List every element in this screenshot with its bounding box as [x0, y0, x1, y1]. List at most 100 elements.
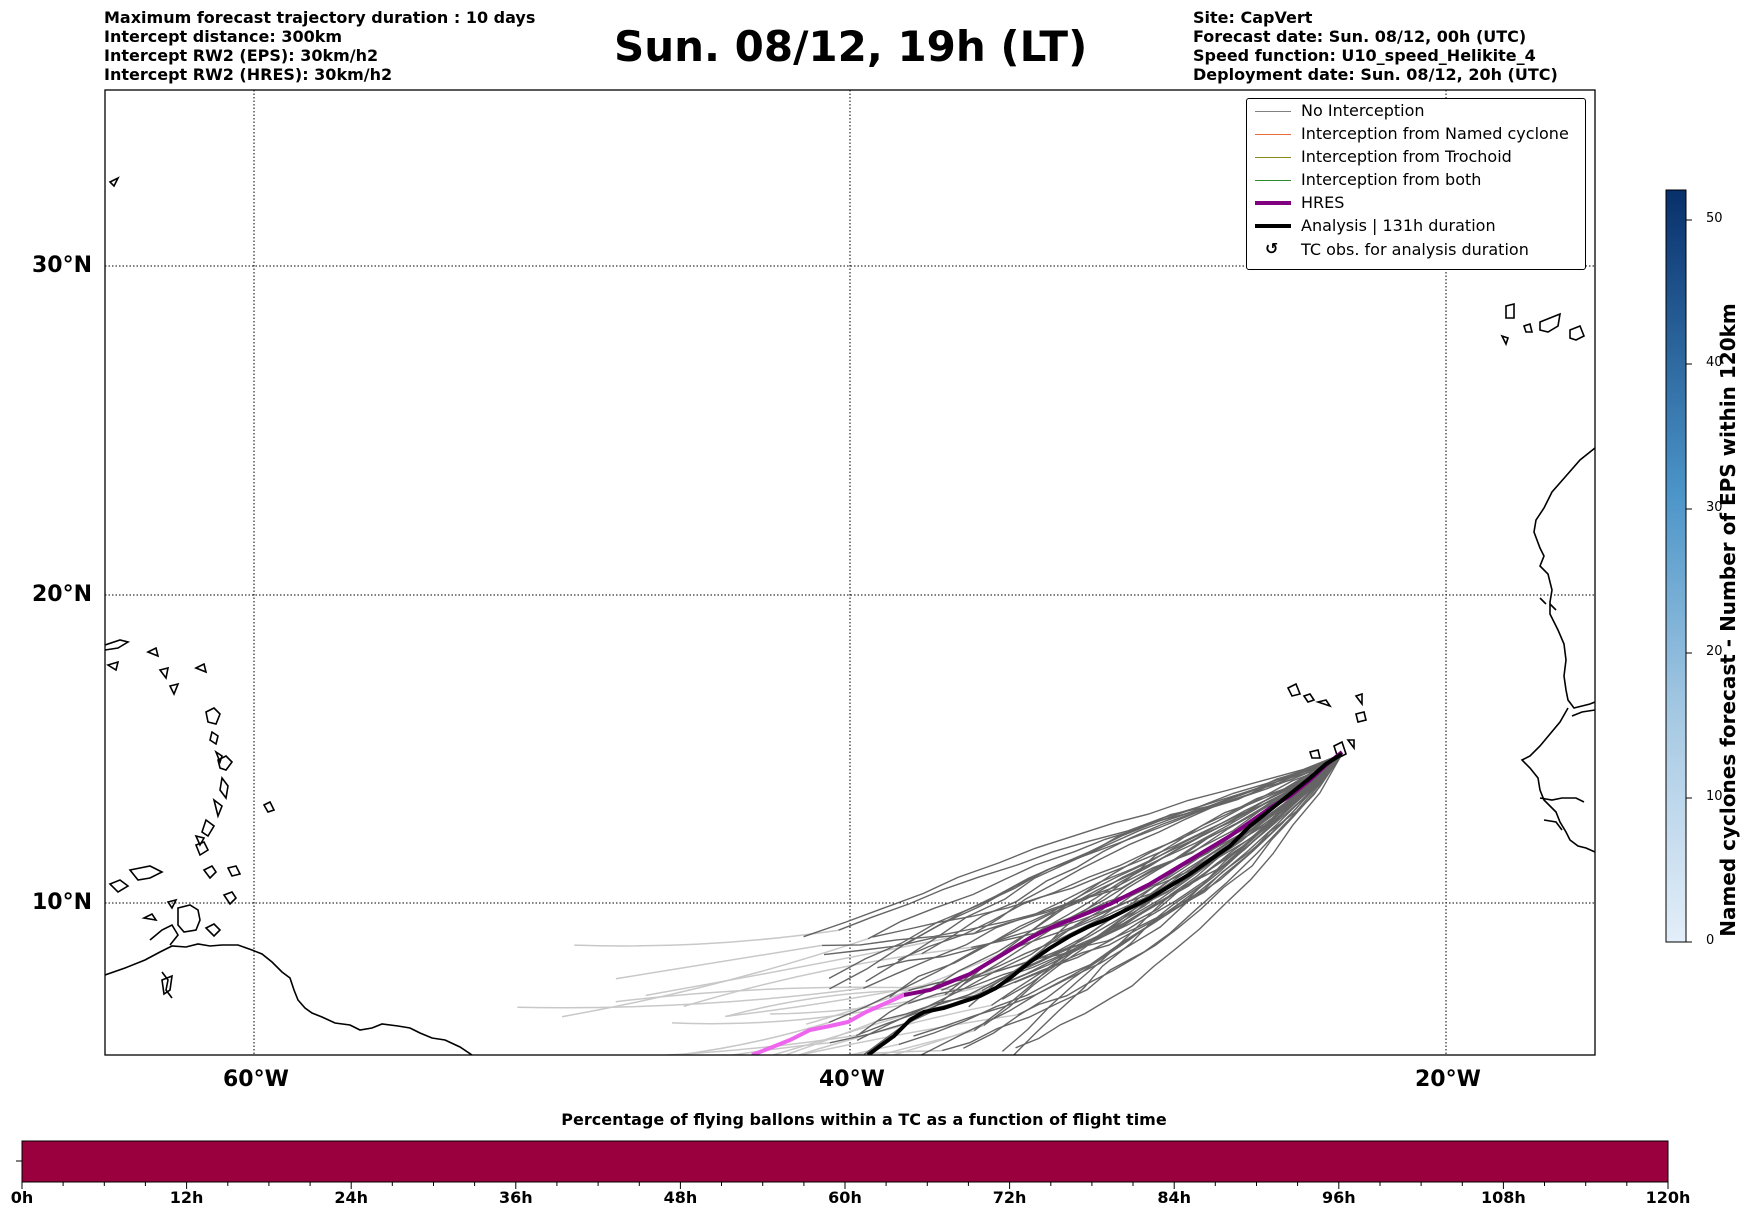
bar-tick-label: 120h [1645, 1188, 1691, 1207]
coastline-island [205, 707, 221, 725]
coastline-venezuela-east [149, 923, 179, 946]
eps-trajectory [941, 753, 1343, 991]
eps-trajectory-faded [683, 946, 972, 1008]
eps-trajectory-faded [615, 944, 823, 980]
colorbar-tick-label: 50 [1706, 211, 1723, 226]
eps-trajectory [803, 753, 1343, 938]
legend-swatch [1255, 201, 1291, 205]
coastline-capeverde [1355, 711, 1367, 723]
bar-tick-label: 0h [10, 1188, 34, 1207]
legend-swatch [1255, 224, 1291, 228]
legend-label: HRES [1301, 193, 1345, 212]
eps-trajectory-faded [770, 989, 983, 1055]
coastline-west-africa [1571, 709, 1595, 717]
eps-trajectory-faded [671, 1002, 909, 1025]
eps-trajectory-faded [574, 929, 839, 947]
page-title: Sun. 08/12, 19h (LT) [614, 22, 1088, 71]
bar-tick-label: 72h [992, 1188, 1027, 1207]
header-right-line: Deployment date: Sun. 08/12, 20h (UTC) [1193, 65, 1558, 84]
eps-trajectory-faded [654, 1034, 857, 1055]
coastline-island [161, 974, 173, 996]
legend-swatch [1255, 111, 1291, 112]
lat-label-20n: 20°N [32, 582, 93, 607]
analysis-trajectory [866, 752, 1344, 1055]
coastline-island [209, 730, 219, 746]
colorbar-tick-label: 10 [1706, 789, 1723, 804]
lon-label-40w: 40°W [819, 1067, 885, 1092]
coastline-margarita [141, 912, 158, 922]
legend-label: Interception from Trochoid [1301, 147, 1512, 166]
header-right-line: Speed function: U10_speed_Helikite_4 [1193, 46, 1536, 65]
coastline-island [128, 865, 164, 881]
legend-item-no-interception: No Interception [1247, 101, 1585, 121]
colorbar-title: Named cyclones forecast - Number of EPS … [1716, 303, 1740, 937]
map-frame [104, 89, 1596, 1056]
eps-trajectory [944, 753, 1343, 996]
legend-item-trochoid: Interception from Trochoid [1247, 147, 1585, 167]
eps-trajectory [971, 753, 1343, 949]
legend-item-analysis: Analysis | 131h duration [1247, 216, 1585, 236]
bottom-bar-title: Percentage of flying ballons within a TC… [561, 1110, 1167, 1129]
colorbar-tick-label: 40 [1706, 355, 1723, 370]
colorbar-tick-label: 30 [1706, 500, 1723, 515]
map-content [105, 176, 1595, 1055]
legend-label: Interception from both [1301, 170, 1482, 189]
header-right: Site: CapVert Forecast date: Sun. 08/12,… [1193, 8, 1558, 84]
coastline-capeverde [1286, 682, 1302, 697]
coastline-island [168, 682, 180, 696]
eps-trajectory-faded [806, 949, 1009, 1025]
coastline-canary [1569, 324, 1586, 341]
eps-trajectory-faded [783, 1020, 877, 1055]
legend-swatch [1255, 180, 1291, 181]
coastline-west-africa [1543, 819, 1563, 831]
coastline-west-africa [1549, 603, 1557, 611]
coastline-pr [105, 639, 131, 651]
coastline-island [262, 800, 276, 813]
eps-trajectory [865, 753, 1343, 983]
tc-percentage-bar [21, 1140, 1669, 1183]
eps-trajectory-faded [561, 937, 869, 1018]
bar-tick-label: 84h [1157, 1188, 1192, 1207]
coastline-island [108, 879, 130, 894]
legend-item-tc-obs: ↺ TC obs. for analysis duration [1247, 239, 1585, 260]
coastline-island [194, 840, 210, 857]
header-left-line: Intercept distance: 300km [104, 27, 343, 46]
lon-label-60w: 60°W [223, 1067, 289, 1092]
lon-label-20w: 20°W [1415, 1067, 1481, 1092]
eps-trajectory-faded [672, 1021, 830, 1055]
coastline-canary [1505, 302, 1515, 319]
eps-trajectory-faded [835, 1049, 943, 1055]
eps-trajectories-faded [517, 929, 1018, 1055]
legend-item-both: Interception from both [1247, 170, 1585, 190]
bar-tick-label: 96h [1321, 1188, 1356, 1207]
coastline-island [219, 776, 229, 800]
bar-tick-label: 60h [828, 1188, 862, 1207]
coastline-tobago [204, 923, 222, 938]
legend-swatch [1255, 157, 1291, 158]
coastline-barbados [222, 891, 238, 906]
eps-trajectory [823, 753, 1343, 956]
coastline-island [217, 755, 234, 771]
header-left-line: Intercept RW2 (HRES): 30km/h2 [104, 65, 393, 84]
legend-label: Analysis | 131h duration [1301, 216, 1496, 235]
coastline-island [146, 646, 160, 658]
eps-trajectory [1017, 753, 1343, 1016]
header-right-line: Site: CapVert [1193, 8, 1313, 27]
legend-item-named-cyclone: Interception from Named cyclone [1247, 124, 1585, 144]
legend-item-hres: HRES [1247, 193, 1585, 213]
hres-trajectory-faded [751, 993, 905, 1055]
bar-tick-label: 48h [663, 1188, 698, 1207]
bar-tick-label: 108h [1480, 1188, 1526, 1207]
coastline-south-america [105, 943, 473, 1055]
coastline-west-africa [1533, 447, 1595, 709]
eps-trajectory [867, 753, 1343, 940]
coastline-guyana-river [161, 971, 173, 999]
eps-trajectory-faded [728, 1042, 830, 1055]
bar-tick-label: 12h [169, 1188, 204, 1207]
coastline-island [108, 176, 120, 188]
colorbar-tick-label: 20 [1706, 644, 1723, 659]
coastline-canary [1522, 322, 1534, 333]
eps-trajectory [828, 753, 1343, 980]
eps-trajectory [1001, 753, 1343, 1052]
